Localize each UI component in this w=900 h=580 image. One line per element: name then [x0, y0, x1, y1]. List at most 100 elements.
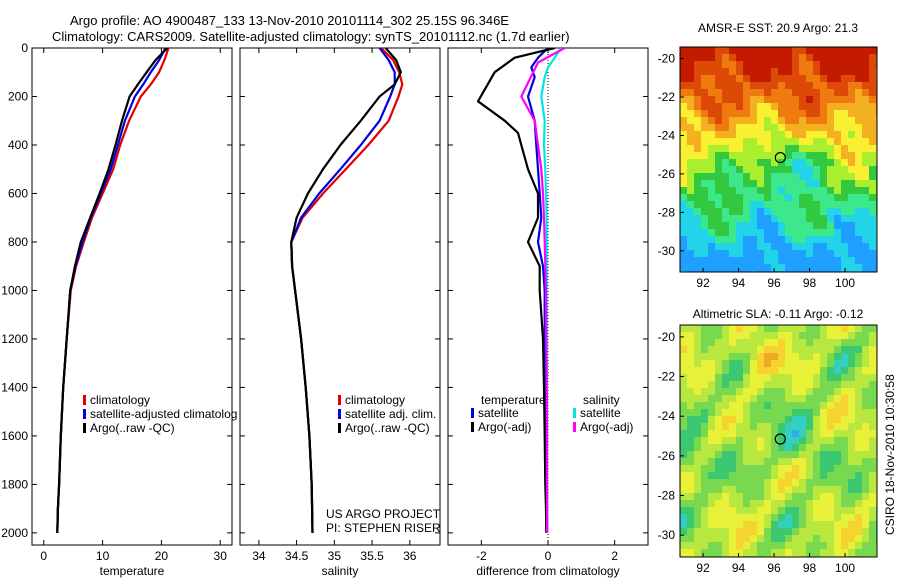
map-cell: [715, 409, 723, 417]
map-cell: [799, 180, 807, 188]
map-cell: [855, 215, 863, 223]
map-cell: [701, 507, 709, 515]
map-cell: [729, 215, 737, 223]
map-cell: [820, 493, 828, 501]
map-cell: [736, 173, 744, 181]
map-cell: [799, 458, 807, 466]
map-cell: [785, 325, 793, 333]
map-cell: [708, 507, 716, 515]
map-cell: [680, 325, 688, 333]
map-cell: [771, 402, 779, 410]
map-cell: [750, 535, 758, 543]
map-cell: [799, 472, 807, 480]
map-cell: [736, 486, 744, 494]
map-cell: [827, 152, 835, 160]
map-cell: [869, 124, 877, 132]
map-cell: [757, 215, 765, 223]
map-cell: [736, 145, 744, 153]
map-cell: [771, 68, 779, 76]
map-cell: [841, 257, 849, 265]
map-cell: [715, 180, 723, 188]
map-cell: [799, 388, 807, 396]
map-cell: [743, 514, 751, 522]
map-cell: [680, 201, 688, 209]
map-cell: [792, 47, 800, 55]
map-cell: [848, 549, 856, 557]
map-cell: [736, 332, 744, 340]
map-cell: [820, 208, 828, 216]
map-cell: [785, 117, 793, 125]
map-cell: [778, 243, 786, 251]
map-cell: [743, 103, 751, 111]
map-cell: [855, 236, 863, 244]
map-cell: [708, 521, 716, 529]
project-annotation: PI: STEPHEN RISER: [326, 521, 441, 535]
map-cell: [778, 82, 786, 90]
map-cell: [778, 402, 786, 410]
map-cell: [729, 180, 737, 188]
map-cell: [750, 549, 758, 557]
map-cell: [792, 451, 800, 459]
map-cell: [694, 388, 702, 396]
map-cell: [855, 360, 863, 368]
map-cell: [806, 360, 814, 368]
map-cell: [687, 465, 695, 473]
map-cell: [806, 138, 814, 146]
map-cell: [701, 493, 709, 501]
map-cell: [750, 229, 758, 237]
map-cell: [848, 472, 856, 480]
map-cell: [736, 215, 744, 223]
series-line: [476, 48, 555, 533]
map-cell: [715, 479, 723, 487]
map-cell: [785, 360, 793, 368]
map-cell: [694, 423, 702, 431]
map-cell: [736, 346, 744, 354]
map-cell: [841, 388, 849, 396]
map-cell: [743, 145, 751, 153]
map-cell: [764, 187, 772, 195]
map-cell: [827, 437, 835, 445]
map-cell: [855, 353, 863, 361]
map-cell: [757, 159, 765, 167]
map-cell: [813, 173, 821, 181]
map-cell: [694, 535, 702, 543]
map-cell: [771, 257, 779, 265]
map-cell: [862, 222, 870, 230]
map-cell: [841, 423, 849, 431]
map-cell: [792, 514, 800, 522]
map-cell: [722, 152, 730, 160]
map-cell: [869, 549, 877, 557]
map-cell: [869, 208, 877, 216]
map-cell: [701, 500, 709, 508]
map-cell: [715, 194, 723, 202]
map-cell: [757, 521, 765, 529]
figure-title-line2: Climatology: CARS2009. Satellite-adjuste…: [52, 29, 570, 44]
map-cell: [834, 423, 842, 431]
map-cell: [862, 549, 870, 557]
legend-label: Argo(-adj): [580, 420, 633, 434]
map-cell: [785, 222, 793, 230]
map-cell: [687, 332, 695, 340]
map-cell: [862, 521, 870, 529]
map-cell: [806, 96, 814, 104]
map-cell: [862, 110, 870, 118]
map-cell: [792, 222, 800, 230]
map-cell: [743, 346, 751, 354]
map-cell: [778, 521, 786, 529]
map-cell: [778, 437, 786, 445]
map-cell: [680, 360, 688, 368]
map-cell: [806, 430, 814, 438]
map-cell: [792, 332, 800, 340]
map-cell: [799, 82, 807, 90]
map-cell: [687, 409, 695, 417]
map-cell: [694, 222, 702, 230]
map-cell: [813, 542, 821, 550]
map-cell: [680, 229, 688, 237]
map-cell: [729, 325, 737, 333]
map-cell: [708, 75, 716, 83]
map-cell: [708, 117, 716, 125]
map-cell: [806, 159, 814, 167]
map-cell: [757, 444, 765, 452]
map-cell: [820, 264, 828, 272]
map-cell: [680, 82, 688, 90]
